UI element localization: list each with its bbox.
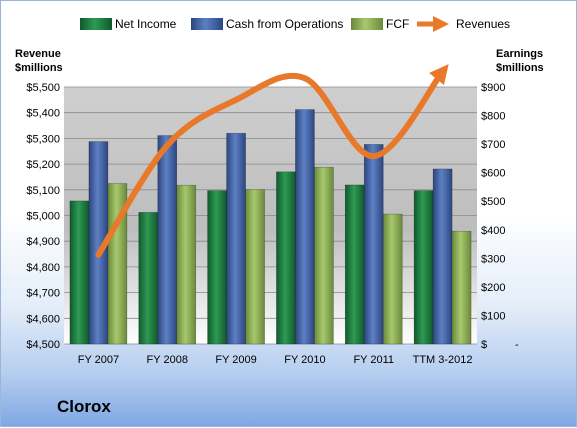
left-axis-ticks: $4,500 $4,600 $4,700 $4,800 $4,900 $5,000 $5,1…: [26, 82, 60, 351]
left-tick-label: $5,100: [26, 185, 60, 197]
right-tick-label: $300: [481, 253, 505, 265]
x-tick-label: FY 2008: [147, 354, 188, 366]
bar-net-income: [208, 191, 227, 344]
right-tick-label: $: [481, 339, 487, 351]
x-tick-label: TTM 3-2012: [413, 354, 473, 366]
x-tick-label: FY 2010: [284, 354, 325, 366]
bar-fcf: [314, 167, 333, 344]
left-tick-label: $5,000: [26, 211, 60, 223]
right-tick-label: $200: [481, 282, 505, 294]
legend-label-cash-from-operations: Cash from Operations: [226, 17, 343, 31]
legend-item-fcf: FCF: [351, 17, 409, 31]
bar-net-income: [276, 172, 295, 344]
x-tick-label: FY 2009: [215, 354, 256, 366]
bar-fcf: [246, 190, 265, 344]
legend: Net Income Cash from Operations FCF Reve…: [80, 17, 510, 31]
left-tick-label: $5,500: [26, 82, 60, 94]
legend-swatch-fcf: [351, 18, 383, 30]
right-tick-label: $400: [481, 225, 505, 237]
right-tick-label: $700: [481, 139, 505, 151]
bar-net-income: [345, 185, 364, 344]
left-tick-label: $4,600: [26, 313, 60, 325]
bar-fcf: [452, 231, 471, 344]
bar-fcf: [177, 185, 196, 344]
bar-cash-from-operations: [227, 133, 246, 344]
bar-cash-from-operations: [364, 144, 383, 344]
x-axis-ticks: FY 2007 FY 2008 FY 2009 FY 2010 FY 2011 TTM 3…: [78, 354, 473, 366]
right-axis-ticks: $ - $100 $200 $300 $400 $500 $600 $700 $800 $900: [481, 82, 519, 351]
x-tick-label: FY 2011: [353, 354, 394, 366]
left-tick-label: $5,400: [26, 108, 60, 120]
right-axis-title-line-2: $millions: [496, 62, 544, 74]
right-tick-label: $900: [481, 82, 505, 94]
left-tick-label: $4,800: [26, 262, 60, 274]
bar-fcf: [383, 214, 402, 344]
legend-label-fcf: FCF: [386, 17, 409, 31]
bar-cash-from-operations: [433, 169, 452, 344]
bar-net-income: [414, 191, 433, 344]
company-name: Clorox: [57, 397, 111, 417]
legend-item-revenues: Revenues: [417, 17, 510, 31]
right-tick-label: $500: [481, 196, 505, 208]
legend-label-net-income: Net Income: [115, 17, 177, 31]
bar-net-income: [70, 201, 89, 344]
legend-swatch-cash-from-operations: [191, 18, 223, 30]
right-tick-label-dash: -: [515, 339, 519, 351]
bar-net-income: [139, 212, 158, 344]
right-axis-title-line-1: Earnings: [496, 48, 543, 60]
legend-item-cash-from-operations: Cash from Operations: [191, 17, 343, 31]
left-axis-title-line-2: $millions: [15, 62, 63, 74]
legend-item-net-income: Net Income: [80, 17, 177, 31]
right-tick-label: $600: [481, 168, 505, 180]
bar-cash-from-operations: [158, 136, 177, 344]
left-tick-label: $5,300: [26, 133, 60, 145]
left-tick-label: $4,900: [26, 236, 60, 248]
bar-cash-from-operations: [295, 110, 314, 344]
left-axis-title-line-1: Revenue: [15, 48, 61, 60]
legend-swatch-net-income: [80, 18, 112, 30]
left-tick-label: $5,200: [26, 159, 60, 171]
x-tick-label: FY 2007: [78, 354, 119, 366]
left-tick-label: $4,500: [26, 339, 60, 351]
left-tick-label: $4,700: [26, 288, 60, 300]
right-tick-label: $800: [481, 111, 505, 123]
legend-label-revenues: Revenues: [456, 17, 510, 31]
right-tick-label: $100: [481, 310, 505, 322]
